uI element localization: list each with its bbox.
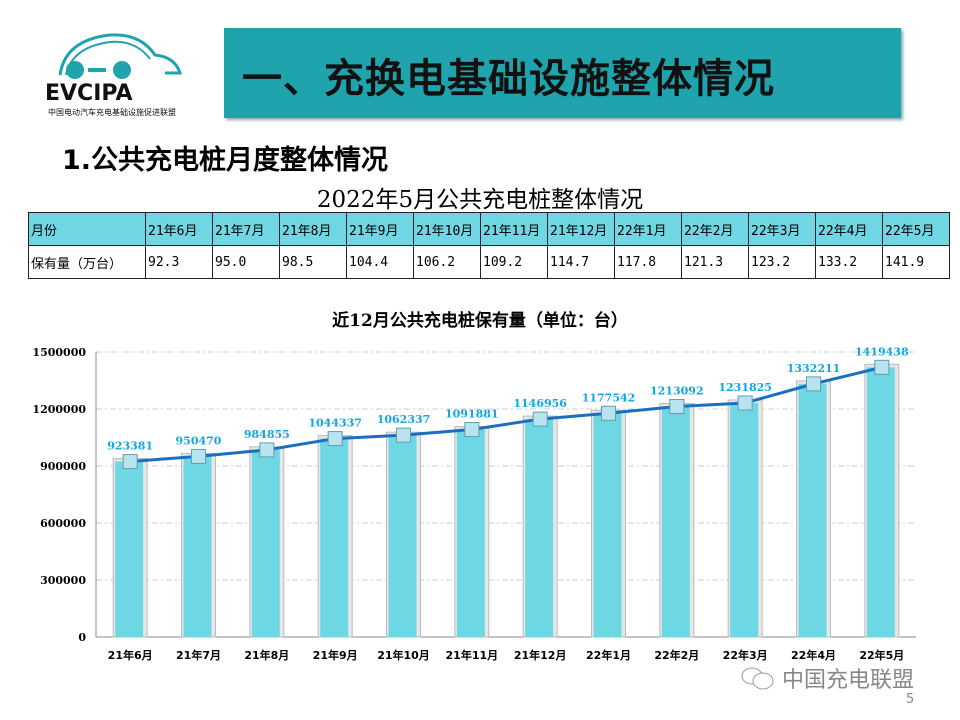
line-marker [122,454,138,470]
data-label: 984855 [244,428,290,441]
line-marker [396,427,411,443]
bar [798,383,827,637]
header-row: 月份 21年6月 21年7月 21年8月 21年9月 21年10月 21年11月 21年12月… [28,212,950,246]
line-marker [327,431,343,447]
data-label: 950470 [176,434,222,447]
header-cell: 月份 [28,212,146,246]
bar-line-chart: 0 300000 600000 900000 1200000 1500000 923381 2… [32,345,916,662]
data-row: 保有量（万台） 92.3 95.0 98.5 104.4 106.2 109.2 114.7 1… [28,245,950,279]
data-cell: 98.5 [279,245,347,279]
svg-text:EVCIPA: EVCIPA [45,81,133,106]
header-cell: 21年11月 [480,212,548,246]
line-marker [737,395,753,411]
y-tick-label: 1500000 [32,346,86,359]
bar [183,456,212,637]
line-marker [464,422,480,438]
y-tick-label: 0 [78,631,86,644]
line-marker [532,411,548,427]
header-cell: 21年12月 [547,212,615,246]
data-label: 1177542 [582,391,636,404]
table-title: 2022年5月公共充电桩整体情况 [316,187,644,213]
data-label: 1419438 [855,345,909,358]
bar [730,402,759,637]
data-label: 1062337 [377,413,431,426]
x-tick-label: 21年8月 [244,648,289,662]
header-cell: 21年6月 [145,212,213,246]
line-marker [806,376,821,392]
slide-title: 一、充换电基础设施整体情况 [242,56,775,102]
data-cell: 104.4 [346,245,414,279]
data-cell: 133.2 [815,245,883,279]
x-tick-label: 21年11月 [446,648,499,662]
x-tick-label: 22年1月 [586,648,631,662]
chart-title: 近12月公共充电桩保有量（单位：台） [332,311,628,331]
data-label: 1332211 [787,362,841,375]
line-marker [191,448,206,464]
header-cell: 21年9月 [346,212,414,246]
svg-text:中国电动汽车充电基础设施促进联盟: 中国电动汽车充电基础设施促进联盟 [48,107,176,117]
data-label: 1231825 [718,381,772,394]
data-cell: 92.3 [145,245,213,279]
y-tick-label: 300000 [40,574,86,587]
x-tick-label: 22年5月 [859,648,904,662]
wechat-icon [741,667,774,690]
watermark: 中国充电联盟 [782,668,915,693]
header-cell: 22年5月 [882,212,950,246]
x-tick-label: 21年6月 [108,648,153,662]
line-marker [259,442,275,458]
data-cell: 141.9 [882,245,950,279]
y-tick-label: 900000 [40,460,86,473]
line-marker [601,405,616,421]
bar [320,438,349,637]
data-label: 1213092 [650,385,704,398]
data-cell: 保有量（万台） [28,245,146,279]
evcipa-logo: EVCIPA 中国电动汽车充电基础设施促进联盟 [45,33,183,117]
header-cell: 22年3月 [748,212,816,246]
bar [251,449,280,637]
bar [456,429,485,637]
title-banner: 一、充换电基础设施整体情况 [224,28,901,118]
series-line [130,365,883,464]
data-cell: 95.0 [212,245,280,279]
data-cell: 106.2 [413,245,481,279]
data-table: 月份 21年6月 21年7月 21年8月 21年9月 21年10月 21年11月 21年12月… [28,212,950,279]
data-cell: 109.2 [480,245,548,279]
line-marker [874,359,890,375]
bar [866,367,895,637]
data-label: 1044337 [308,417,362,430]
y-tick-label: 1200000 [32,403,86,416]
data-label: 1146956 [513,397,567,410]
y-tick-label: 600000 [40,517,86,530]
x-tick-label: 22年4月 [791,648,836,662]
line-marker [669,399,685,415]
x-tick-label: 22年3月 [723,648,768,662]
data-cell: 117.8 [614,245,682,279]
section-subtitle: 1.公共充电桩月度整体情况 [62,145,389,176]
page-number: 5 [906,692,915,707]
data-label: 1091881 [445,408,499,421]
x-tick-label: 21年10月 [377,648,430,662]
x-tick-label: 21年7月 [176,648,221,662]
x-tick-label: 22年2月 [654,648,699,662]
header-cell: 22年1月 [614,212,682,246]
bar [115,461,144,637]
header-cell: 21年10月 [413,212,481,246]
header-cell: 22年4月 [815,212,883,246]
x-tick-label: 21年12月 [514,648,567,662]
header-cell: 22年2月 [681,212,749,246]
bar [525,419,554,637]
x-tick-label: 21年9月 [313,648,358,662]
data-cell: 114.7 [547,245,615,279]
header-cell: 21年7月 [212,212,280,246]
header-cell: 21年8月 [279,212,347,246]
bar [593,413,622,637]
data-cell: 121.3 [681,245,749,279]
bar [388,435,417,637]
data-cell: 123.2 [748,245,816,279]
bar [661,406,690,637]
data-label: 923381 [107,440,153,453]
